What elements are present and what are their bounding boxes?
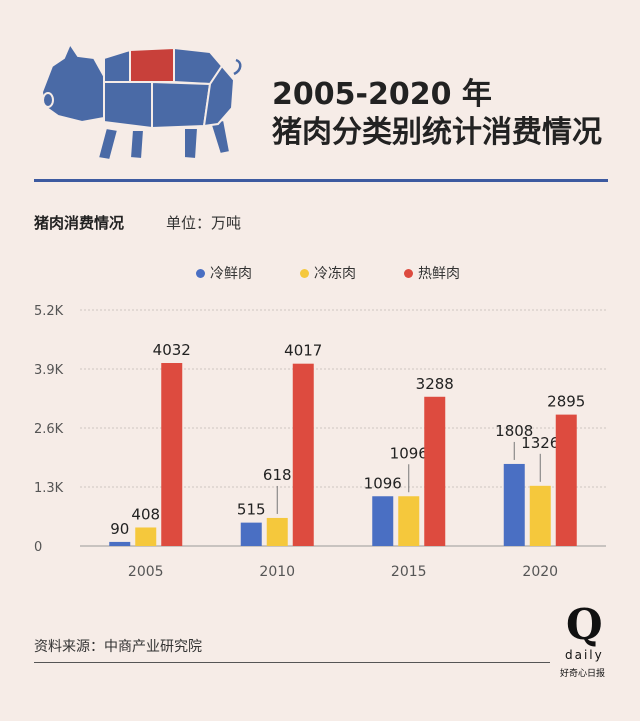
- legend-item-chilled: 冷鲜肉: [196, 263, 252, 283]
- data-label: 4032: [153, 341, 191, 359]
- y-tick-label: 0: [34, 540, 42, 555]
- x-tick-label: 2010: [259, 564, 295, 580]
- data-label: 1096: [390, 444, 428, 462]
- legend-dot-icon: [196, 268, 205, 278]
- data-label: 90: [110, 520, 129, 538]
- qdaily-logo-sub: 好奇心日报: [560, 669, 606, 679]
- data-label: 515: [237, 501, 266, 519]
- title-line-1: 2005-2020 年: [272, 77, 492, 112]
- page-title: 2005-2020 年 猪肉分类别统计消费情况: [272, 76, 622, 152]
- source-note: 资料来源：中商产业研究院: [34, 639, 202, 655]
- y-tick-label: 3.9K: [34, 363, 64, 378]
- chart-legend: 冷鲜肉 冷冻肉 热鲜肉: [0, 263, 640, 287]
- data-label: 1096: [364, 474, 402, 492]
- bar: [555, 414, 577, 546]
- bar: [161, 363, 183, 546]
- bar: [266, 517, 288, 546]
- legend-label: 热鲜肉: [418, 266, 460, 282]
- y-tick-label: 5.2K: [34, 304, 64, 319]
- bar: [529, 485, 551, 546]
- bar: [292, 363, 314, 546]
- title-line-2: 猪肉分类别统计消费情况: [272, 115, 602, 150]
- footer-divider: [34, 662, 550, 663]
- chart-subtitle: 猪肉消费情况: [34, 214, 125, 232]
- data-label: 618: [263, 466, 292, 484]
- data-label: 2895: [547, 393, 585, 411]
- data-label: 3288: [416, 375, 454, 393]
- legend-label: 冷冻肉: [314, 266, 356, 282]
- bar: [240, 522, 262, 546]
- unit-label: 单位：万吨: [166, 214, 242, 232]
- qdaily-logo-mark: Q: [566, 600, 603, 649]
- x-tick-label: 2015: [391, 564, 427, 580]
- bar: [503, 463, 525, 546]
- legend-item-hot: 热鲜肉: [404, 263, 460, 283]
- data-label: 1808: [495, 422, 533, 440]
- qdaily-logo-word: daily: [565, 648, 604, 662]
- x-tick-label: 2005: [128, 564, 164, 580]
- bar: [424, 396, 446, 546]
- bar: [398, 496, 420, 546]
- data-label: 1326: [521, 434, 559, 452]
- y-tick-label: 1.3K: [34, 481, 64, 496]
- legend-item-frozen: 冷冻肉: [300, 263, 356, 283]
- bar: [109, 541, 131, 546]
- pig-meat-cuts-icon: [40, 41, 242, 162]
- y-tick-label: 2.6K: [34, 422, 64, 437]
- legend-label: 冷鲜肉: [210, 266, 252, 282]
- header-divider: [34, 179, 608, 182]
- x-tick-label: 2020: [522, 564, 558, 580]
- bar: [135, 527, 157, 546]
- legend-dot-icon: [300, 268, 309, 278]
- data-label: 408: [131, 505, 160, 523]
- bar: [372, 496, 394, 546]
- data-label: 4017: [284, 342, 322, 360]
- legend-dot-icon: [404, 268, 413, 278]
